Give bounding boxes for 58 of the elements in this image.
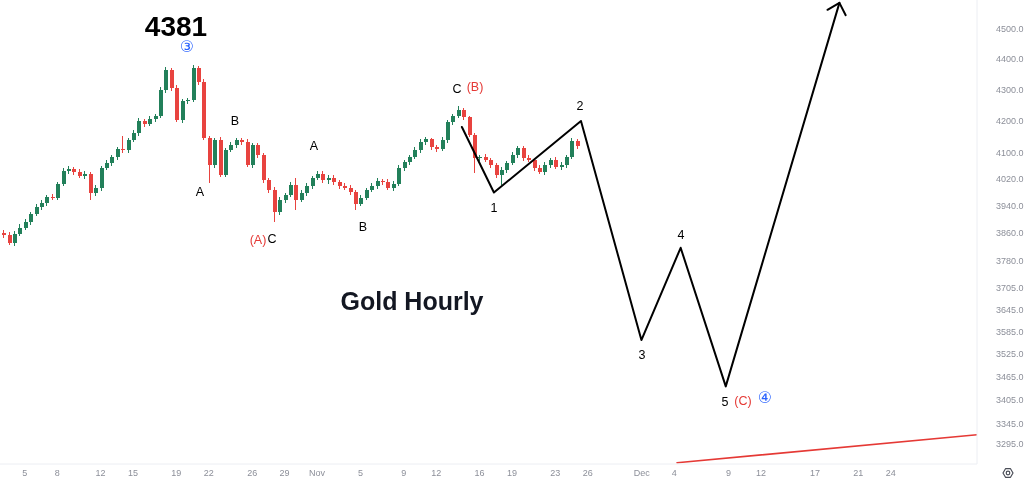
y-tick-label: 4400.0 <box>996 54 1024 65</box>
y-tick-label: 4020.0 <box>996 174 1024 185</box>
y-tick-label: 3780.0 <box>996 256 1024 267</box>
x-tick-label: 19 <box>506 468 517 479</box>
x-tick-label: 26 <box>582 468 593 479</box>
x-tick-label: 17 <box>810 468 821 479</box>
annotation: 4 <box>677 227 685 242</box>
annotation: 3 <box>638 347 646 362</box>
annotation: (C) <box>734 393 752 408</box>
y-tick-label: 3345.0 <box>996 418 1024 429</box>
x-tick-label: 21 <box>853 468 864 479</box>
x-tick-label: 4 <box>671 468 677 479</box>
y-tick-label: 3645.0 <box>996 304 1024 315</box>
x-tick-label: 5 <box>357 468 363 479</box>
annotation: B <box>230 113 240 128</box>
y-tick-label: 3940.0 <box>996 201 1024 212</box>
annotation: C <box>267 231 277 246</box>
y-tick-label: 3860.0 <box>996 228 1024 239</box>
annotation: 2 <box>576 98 584 113</box>
annotation: C <box>452 81 462 96</box>
x-tick-label: 9 <box>401 468 407 479</box>
x-tick-label: 5 <box>22 468 28 479</box>
annotation: 5 <box>721 394 729 409</box>
y-tick-label: 4300.0 <box>996 84 1024 95</box>
y-tick-label: 4200.0 <box>996 116 1024 127</box>
x-tick-label: 8 <box>54 468 60 479</box>
x-tick-label: Nov <box>309 468 326 479</box>
text: Gold Hourly <box>340 286 484 316</box>
y-tick-label: 3705.0 <box>996 282 1024 293</box>
x-tick-label: 24 <box>885 468 896 479</box>
annotation: A <box>195 184 205 199</box>
x-tick-label: 29 <box>279 468 290 479</box>
x-tick-label: 12 <box>95 468 106 479</box>
x-tick-label: Dec <box>633 468 651 479</box>
y-tick-label: 3465.0 <box>996 371 1024 382</box>
annotation: (A) <box>249 232 267 247</box>
candlestick <box>120 135 125 153</box>
y-tick-label: 3295.0 <box>996 438 1024 449</box>
x-tick-label: 19 <box>171 468 182 479</box>
annotation: 1 <box>490 200 498 215</box>
x-tick-label: 23 <box>550 468 561 479</box>
annotation: ④ <box>757 389 773 406</box>
y-tick-label: 4100.0 <box>996 148 1024 159</box>
x-tick-label: 9 <box>725 468 731 479</box>
x-tick-label: 12 <box>431 468 442 479</box>
x-tick-label: 15 <box>128 468 139 479</box>
x-tick-label: 12 <box>755 468 766 479</box>
y-tick-label: 3525.0 <box>996 349 1024 360</box>
x-tick-label: 26 <box>247 468 258 479</box>
annotation: (B) <box>466 79 484 94</box>
annotation: A <box>309 138 319 153</box>
y-tick-label: 4500.0 <box>996 24 1024 35</box>
annotation: ③ <box>179 38 195 55</box>
x-tick-label: 22 <box>203 468 214 479</box>
y-tick-label: 3585.0 <box>996 326 1024 337</box>
y-tick-label: 3405.0 <box>996 395 1024 406</box>
x-tick-label: 16 <box>474 468 485 479</box>
annotation: B <box>358 219 368 234</box>
